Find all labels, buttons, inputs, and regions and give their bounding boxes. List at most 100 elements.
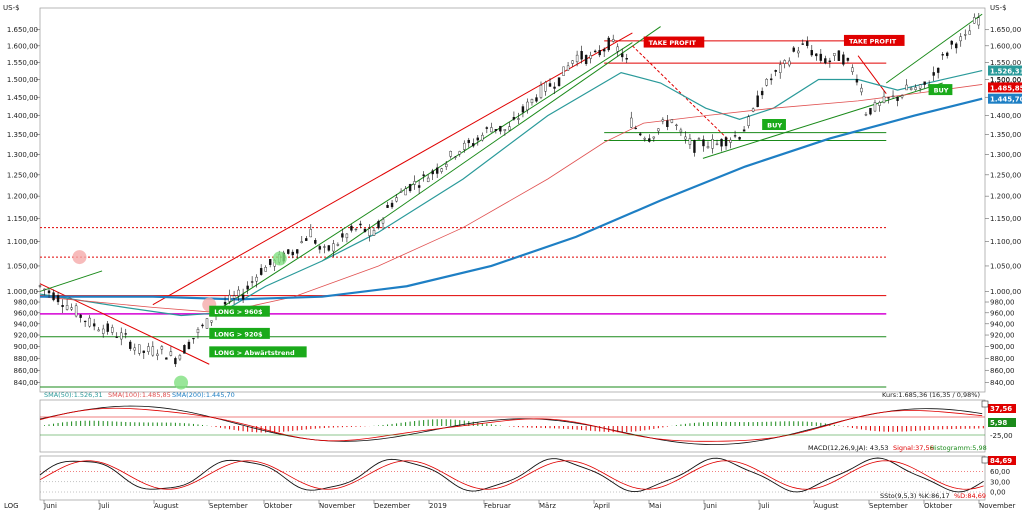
- x-tick-label: Juni: [43, 502, 57, 510]
- candle-body: [440, 168, 443, 172]
- candle-body: [697, 138, 701, 140]
- candle-body: [724, 137, 728, 147]
- candle-body: [914, 87, 917, 90]
- annotation-label: TAKE PROFIT: [649, 39, 697, 47]
- candle-body: [341, 233, 344, 238]
- candle-body: [111, 327, 114, 333]
- candle-body: [589, 55, 592, 59]
- price-tag: [988, 65, 1022, 76]
- macd-close-box: [981, 400, 989, 408]
- candle-body: [797, 50, 800, 54]
- candle-body: [47, 290, 51, 294]
- annotation-label: LONG > 920$: [214, 330, 263, 338]
- candle-body: [56, 295, 60, 303]
- candle-body: [422, 174, 425, 177]
- candle-body: [887, 97, 890, 99]
- price-panel-frame: [39, 7, 986, 393]
- candle-body: [512, 117, 516, 120]
- candle-body: [363, 228, 367, 233]
- candle-body: [74, 305, 78, 317]
- candle-body: [855, 79, 859, 83]
- candle-body: [101, 328, 105, 334]
- price-tag-label: 1.445,70: [990, 96, 1024, 104]
- candle-body: [652, 136, 656, 139]
- candle-body: [905, 84, 908, 91]
- candle-body: [548, 83, 552, 87]
- y-tick-label-left: 1.050,00: [7, 262, 38, 270]
- candle-body: [566, 65, 570, 71]
- candle-body: [435, 167, 439, 174]
- stoch-d-line: [39, 460, 984, 490]
- stoch-close-box: [981, 456, 989, 464]
- x-tick-label: Juli: [758, 502, 769, 510]
- candle-body: [314, 240, 317, 244]
- x-tick-label: August: [814, 502, 839, 510]
- candle-body: [630, 117, 633, 128]
- y-tick-label-right: 1.150,00: [990, 215, 1021, 223]
- candle-body: [643, 138, 646, 140]
- candle-body: [634, 127, 637, 130]
- price-tag-label: 1.500,00: [990, 77, 1021, 85]
- candle-body: [769, 78, 773, 81]
- x-tick-label: Februar: [484, 502, 511, 510]
- trend-line: [632, 45, 732, 143]
- stoch-legend-k: SSto(9,5,3) %K:86,17: [880, 492, 950, 500]
- scale-mode-label: LOG: [4, 502, 19, 510]
- candle-body: [973, 17, 976, 24]
- highlight-circle: [72, 250, 87, 265]
- y-tick-label-right: 1.500,00: [990, 76, 1021, 84]
- candle-body: [38, 285, 42, 287]
- candle-body: [79, 314, 82, 318]
- candle-body: [201, 324, 204, 327]
- macd-line: [39, 405, 983, 445]
- candle-body: [851, 67, 854, 73]
- candle-body: [287, 249, 290, 254]
- candle-body: [882, 96, 886, 103]
- candle-body: [449, 151, 452, 157]
- candle-body: [160, 346, 164, 350]
- candle-body: [792, 47, 795, 52]
- candle-body: [250, 281, 254, 283]
- candle-body: [544, 82, 547, 92]
- stoch-y-tick: 60,00: [990, 468, 1010, 476]
- candle-body: [896, 96, 899, 101]
- candle-body: [83, 320, 87, 323]
- y-tick-label-right: 900,00: [990, 343, 1015, 351]
- candle-body: [751, 108, 755, 112]
- candle-body: [377, 220, 380, 229]
- candle-body: [661, 119, 665, 122]
- annotation-label: BUY: [934, 87, 949, 95]
- annotation-badge: [928, 84, 953, 96]
- y-tick-label-right: 1.400,00: [990, 112, 1021, 120]
- candle-body: [517, 118, 520, 120]
- candle-body: [648, 138, 651, 142]
- candle-body: [390, 202, 394, 208]
- y-tick-label-left: 860,00: [14, 367, 39, 375]
- candle-body: [521, 106, 525, 113]
- candle-body: [593, 50, 597, 53]
- y-tick-label-left: 1.600,00: [7, 42, 38, 50]
- candle-body: [806, 41, 809, 46]
- candle-body: [693, 140, 696, 153]
- candle-body: [706, 146, 710, 149]
- candle-body: [97, 329, 100, 332]
- y-tick-label-left: 840,00: [14, 379, 39, 387]
- legend-sma200: SMA(200):1.445,70: [172, 391, 235, 399]
- candle-body: [187, 341, 191, 350]
- annotation-label: LONG > 960$: [214, 308, 263, 316]
- candle-body: [720, 138, 723, 147]
- candle-body: [959, 36, 962, 42]
- candle-body: [205, 318, 209, 329]
- y-tick-label-left: 1.100,00: [7, 238, 38, 246]
- candle-body: [192, 337, 195, 340]
- y-tick-label-left: 1.400,00: [7, 112, 38, 120]
- x-tick-label: November: [979, 502, 1016, 510]
- candle-body: [386, 204, 389, 208]
- y-tick-label-left: 1.150,00: [7, 215, 38, 223]
- candle-body: [210, 320, 213, 323]
- candle-body: [142, 350, 146, 353]
- macd-y-tick: -25,00: [990, 432, 1013, 440]
- candle-body: [846, 57, 850, 61]
